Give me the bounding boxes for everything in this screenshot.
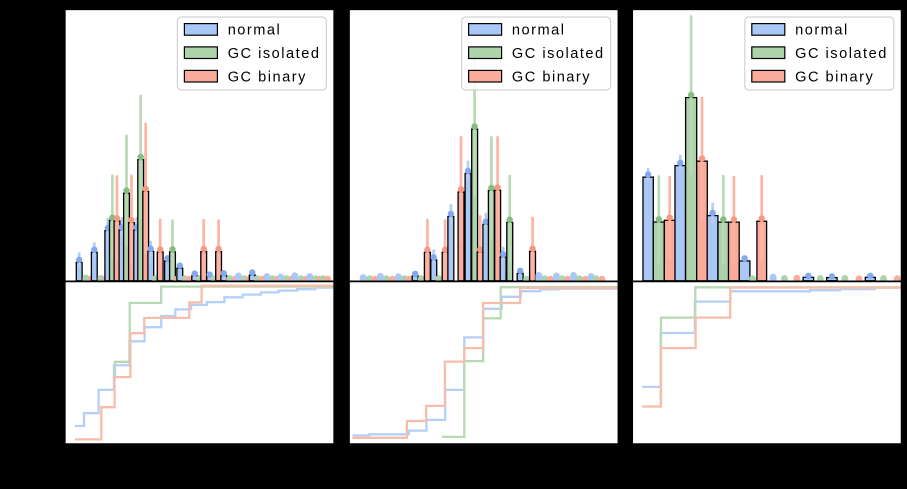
svg-text:normal: normal bbox=[512, 23, 566, 39]
svg-text:GC isolated: GC isolated bbox=[228, 46, 321, 62]
svg-text:normal: normal bbox=[228, 23, 282, 39]
svg-text:GC binary: GC binary bbox=[228, 69, 307, 85]
svg-text:GC binary: GC binary bbox=[795, 69, 874, 85]
svg-text:normal: normal bbox=[795, 23, 849, 39]
svg-text:GC isolated: GC isolated bbox=[795, 46, 888, 62]
svg-text:GC binary: GC binary bbox=[512, 69, 591, 85]
svg-text:GC isolated: GC isolated bbox=[512, 46, 605, 62]
